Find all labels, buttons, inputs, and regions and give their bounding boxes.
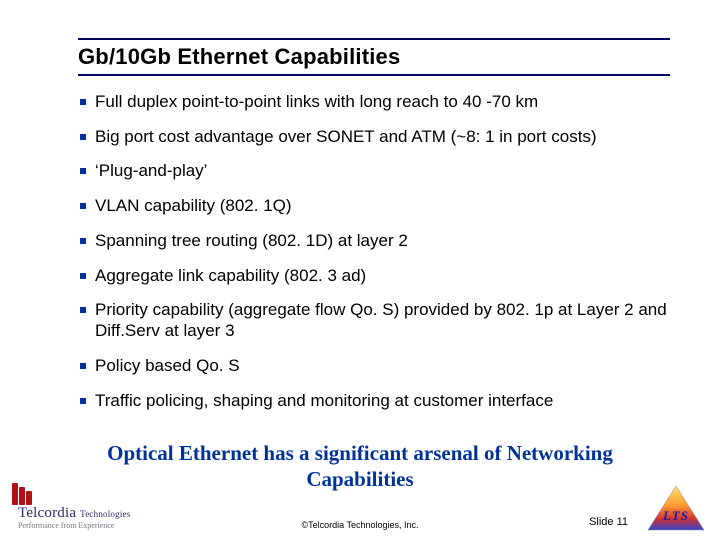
logo-bars-icon bbox=[12, 479, 32, 505]
bullet-text: VLAN capability (802. 1Q) bbox=[95, 196, 292, 217]
list-item: Spanning tree routing (802. 1D) at layer… bbox=[80, 231, 678, 252]
bullet-text: ‘Plug-and-play’ bbox=[95, 161, 207, 182]
list-item: Big port cost advantage over SONET and A… bbox=[80, 127, 678, 148]
title-rule-bottom bbox=[78, 74, 670, 76]
bullet-list: Full duplex point-to-point links with lo… bbox=[80, 92, 678, 425]
bullet-icon bbox=[80, 203, 86, 209]
bullet-text: Full duplex point-to-point links with lo… bbox=[95, 92, 538, 113]
bullet-text: Priority capability (aggregate flow Qo. … bbox=[95, 300, 678, 341]
title-rule-top bbox=[78, 38, 670, 40]
lts-label: LTS bbox=[646, 508, 706, 524]
title-block: Gb/10Gb Ethernet Capabilities bbox=[78, 38, 670, 76]
slide-number: Slide 11 bbox=[589, 516, 628, 528]
logo-name: Telcordia bbox=[18, 505, 76, 521]
list-item: Traffic policing, shaping and monitoring… bbox=[80, 391, 678, 412]
lts-badge: LTS bbox=[646, 484, 706, 532]
bullet-text: Traffic policing, shaping and monitoring… bbox=[95, 391, 553, 412]
logo-sub: Technologies bbox=[80, 509, 130, 519]
list-item: Policy based Qo. S bbox=[80, 356, 678, 377]
bullet-text: Big port cost advantage over SONET and A… bbox=[95, 127, 597, 148]
bullet-icon bbox=[80, 134, 86, 140]
bullet-text: Aggregate link capability (802. 3 ad) bbox=[95, 266, 366, 287]
bullet-icon bbox=[80, 238, 86, 244]
bullet-icon bbox=[80, 307, 86, 313]
bullet-icon bbox=[80, 99, 86, 105]
list-item: Full duplex point-to-point links with lo… bbox=[80, 92, 678, 113]
bullet-icon bbox=[80, 363, 86, 369]
list-item: VLAN capability (802. 1Q) bbox=[80, 196, 678, 217]
slide-title: Gb/10Gb Ethernet Capabilities bbox=[78, 44, 670, 70]
bullet-text: Policy based Qo. S bbox=[95, 356, 240, 377]
list-item: Aggregate link capability (802. 3 ad) bbox=[80, 266, 678, 287]
list-item: Priority capability (aggregate flow Qo. … bbox=[80, 300, 678, 341]
bullet-icon bbox=[80, 168, 86, 174]
list-item: ‘Plug-and-play’ bbox=[80, 161, 678, 182]
bullet-icon bbox=[80, 273, 86, 279]
bullet-text: Spanning tree routing (802. 1D) at layer… bbox=[95, 231, 408, 252]
bullet-icon bbox=[80, 398, 86, 404]
